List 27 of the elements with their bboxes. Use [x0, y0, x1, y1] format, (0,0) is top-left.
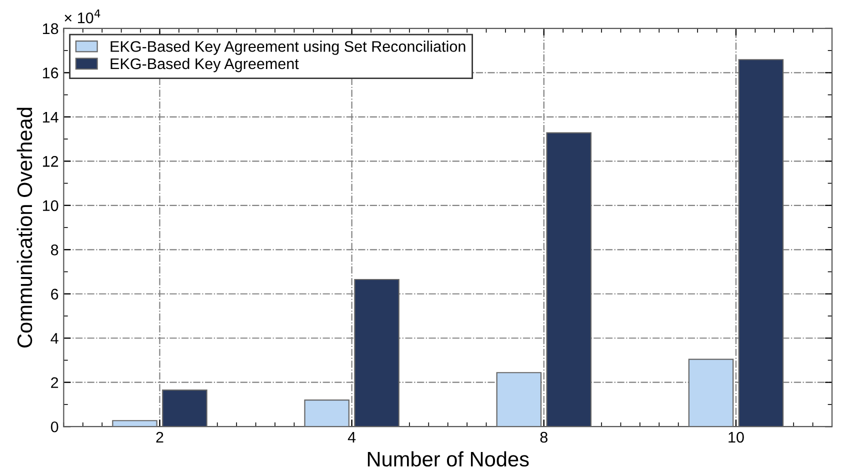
x-tick-label: 8	[540, 432, 548, 443]
y-tick-label: 4	[50, 333, 58, 344]
bar	[496, 372, 542, 427]
text: × 10$^{4}$	[64, 10, 100, 24]
y-tick-label: 18	[42, 23, 58, 34]
x-tick-label: 4	[348, 432, 356, 443]
bar	[112, 420, 158, 427]
x-axis-title: Number of Nodes	[368, 451, 529, 467]
x-tick-label: 2	[156, 432, 164, 443]
bar	[354, 278, 400, 427]
y-tick-label: 14	[42, 112, 58, 122]
bar	[546, 132, 592, 427]
bar	[688, 358, 734, 427]
y-tick-label: 6	[51, 288, 58, 300]
bar	[738, 59, 784, 427]
y-tick-label: 2	[51, 377, 58, 388]
legend-label: EKG-Based Key Agreement using Set Reconciliation	[110, 40, 466, 55]
y-tick-label: 16	[42, 68, 58, 78]
y-tick-label: 8	[50, 244, 58, 256]
y-tick-label: 0	[50, 421, 58, 432]
bar	[162, 390, 208, 427]
y-tick-label: 10	[42, 200, 58, 212]
bar	[304, 400, 350, 427]
y-axis-title: Communication Overhead	[16, 108, 32, 348]
x-tick-label: 10	[728, 432, 744, 443]
legend-label: EKG-Based Key Agreement	[110, 58, 299, 72]
y-tick-label: 12	[42, 156, 58, 167]
